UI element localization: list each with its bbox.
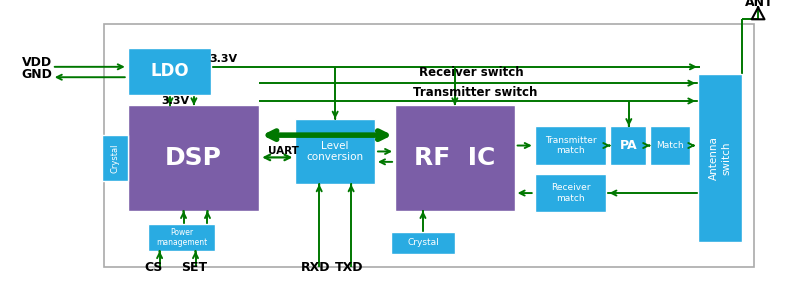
Text: Crystal: Crystal [407, 238, 439, 247]
FancyBboxPatch shape [535, 126, 606, 165]
Text: Crystal: Crystal [111, 143, 120, 173]
Text: CS: CS [144, 261, 163, 274]
FancyBboxPatch shape [698, 74, 742, 242]
Text: Receiver
match: Receiver match [551, 183, 591, 203]
FancyBboxPatch shape [391, 232, 455, 254]
Text: Transmitter
match: Transmitter match [545, 136, 596, 155]
Text: LDO: LDO [150, 62, 189, 80]
Text: Power
management: Power management [156, 228, 207, 247]
Text: RF  IC: RF IC [414, 146, 496, 170]
FancyBboxPatch shape [128, 48, 211, 95]
Text: ANT: ANT [745, 0, 774, 10]
FancyBboxPatch shape [128, 105, 259, 211]
FancyBboxPatch shape [395, 105, 515, 211]
FancyBboxPatch shape [610, 126, 646, 165]
Text: Antenna
switch: Antenna switch [709, 136, 731, 180]
FancyBboxPatch shape [535, 174, 606, 212]
Text: 3.3V: 3.3V [209, 54, 238, 64]
Text: PA: PA [619, 139, 638, 152]
Text: 3.3V: 3.3V [161, 96, 190, 106]
Text: SET: SET [181, 261, 207, 274]
Text: GND: GND [22, 68, 52, 81]
Text: Receiver switch: Receiver switch [418, 66, 523, 79]
FancyBboxPatch shape [650, 126, 690, 165]
Text: Level
conversion: Level conversion [306, 141, 364, 162]
Text: RXD: RXD [301, 261, 330, 274]
Text: TXD: TXD [335, 261, 364, 274]
Text: Transmitter switch: Transmitter switch [413, 86, 537, 99]
Text: UART: UART [268, 146, 298, 157]
FancyBboxPatch shape [295, 119, 375, 184]
Text: VDD: VDD [22, 56, 52, 69]
Text: Match: Match [657, 141, 684, 150]
FancyBboxPatch shape [148, 224, 215, 251]
FancyBboxPatch shape [102, 135, 128, 181]
Text: DSP: DSP [165, 146, 222, 170]
